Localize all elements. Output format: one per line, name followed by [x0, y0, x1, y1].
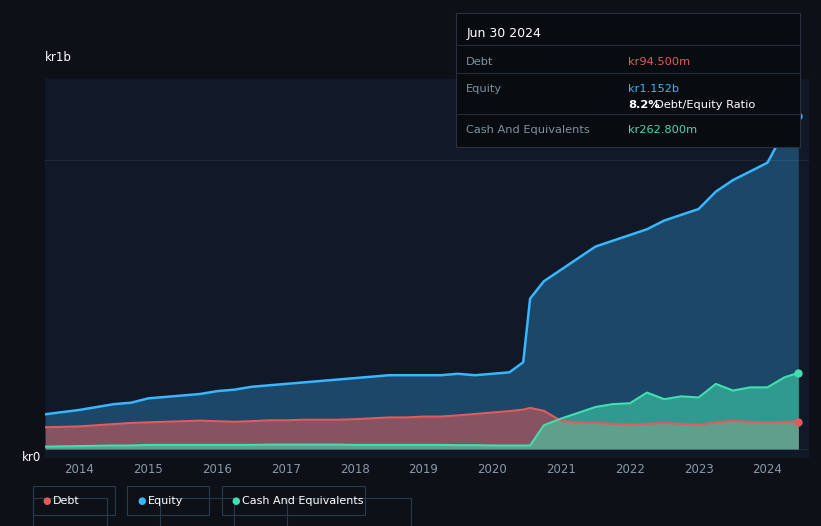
Text: Debt: Debt — [466, 56, 493, 67]
Text: Debt/Equity Ratio: Debt/Equity Ratio — [655, 99, 755, 110]
Text: kr1b: kr1b — [45, 50, 72, 64]
Text: Cash And Equivalents: Cash And Equivalents — [242, 495, 364, 506]
Text: kr94.500m: kr94.500m — [628, 56, 690, 67]
Text: Debt: Debt — [53, 495, 80, 506]
Text: kr262.800m: kr262.800m — [628, 125, 697, 135]
Text: kr0: kr0 — [22, 451, 41, 464]
Text: Equity: Equity — [148, 495, 183, 506]
Text: kr1.152b: kr1.152b — [628, 84, 679, 94]
Text: ●: ● — [43, 495, 51, 506]
Text: ●: ● — [232, 495, 240, 506]
Text: Equity: Equity — [466, 84, 502, 94]
Text: ●: ● — [137, 495, 145, 506]
Text: Jun 30 2024: Jun 30 2024 — [466, 27, 541, 39]
Text: 8.2%: 8.2% — [628, 99, 660, 110]
Text: Cash And Equivalents: Cash And Equivalents — [466, 125, 590, 135]
